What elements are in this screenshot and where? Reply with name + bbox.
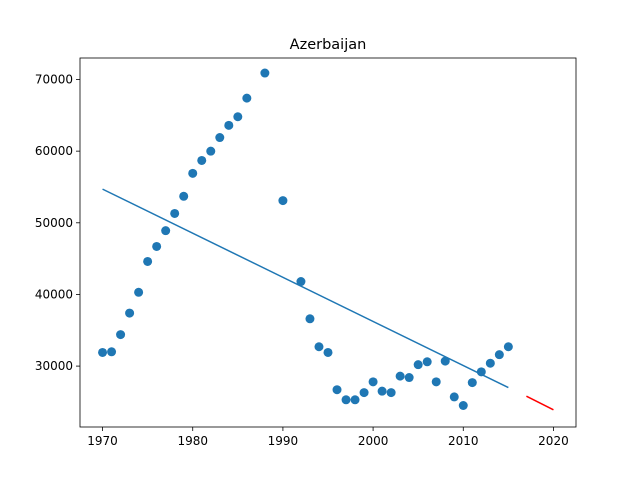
y-tick-label: 60000 xyxy=(35,144,73,158)
trend-line-layer xyxy=(102,188,554,411)
data-point xyxy=(278,196,288,206)
x-tick-label: 1970 xyxy=(87,434,118,448)
data-point xyxy=(395,371,405,381)
data-point xyxy=(449,392,459,402)
data-point xyxy=(170,208,180,218)
data-point xyxy=(143,256,153,266)
data-point xyxy=(134,287,144,297)
data-point xyxy=(377,386,387,396)
data-point xyxy=(215,133,225,143)
x-tick-label: 2000 xyxy=(358,434,389,448)
forecast-line xyxy=(526,395,554,411)
axes: 1970 1980 1990 2000 2010 2020 30000 40000 50000 6… xyxy=(35,72,569,448)
data-point xyxy=(332,385,342,395)
data-point xyxy=(125,308,135,318)
data-point xyxy=(494,350,504,360)
axes-frame xyxy=(79,57,577,428)
data-point xyxy=(161,226,171,236)
x-tick-label: 1980 xyxy=(177,434,208,448)
data-point xyxy=(476,367,486,377)
data-point xyxy=(197,155,207,165)
data-point xyxy=(386,388,396,398)
data-point xyxy=(233,112,243,122)
data-point xyxy=(260,68,270,78)
data-point xyxy=(404,373,414,383)
data-point xyxy=(368,377,378,387)
y-tick-label: 30000 xyxy=(35,359,73,373)
data-point xyxy=(152,241,162,251)
y-tick-label: 40000 xyxy=(35,287,73,301)
points-layer xyxy=(98,68,513,411)
data-point xyxy=(341,395,351,405)
data-point xyxy=(224,120,234,130)
data-point xyxy=(179,191,189,201)
data-point xyxy=(458,401,468,411)
y-tick-label: 70000 xyxy=(35,72,73,86)
data-point xyxy=(242,93,252,103)
fit-line xyxy=(102,188,509,389)
data-point xyxy=(116,330,126,340)
data-point xyxy=(305,314,315,324)
data-point xyxy=(350,395,360,405)
data-point xyxy=(431,377,441,387)
data-point xyxy=(107,347,117,357)
plot-frame xyxy=(79,57,577,428)
data-point xyxy=(413,360,423,370)
data-point xyxy=(206,146,216,156)
data-point xyxy=(296,277,306,287)
data-point xyxy=(314,342,324,352)
chart-title: Azerbaijan xyxy=(290,37,367,53)
data-point xyxy=(440,356,450,366)
data-point xyxy=(359,388,369,398)
data-point xyxy=(188,168,198,178)
data-point xyxy=(323,347,333,357)
data-point xyxy=(98,347,108,357)
data-point xyxy=(485,358,495,368)
data-point xyxy=(503,342,513,352)
x-tick-label: 1990 xyxy=(268,434,299,448)
x-tick-label: 2020 xyxy=(538,434,569,448)
data-point xyxy=(422,357,432,367)
x-tick-label: 2010 xyxy=(448,434,479,448)
y-tick-label: 50000 xyxy=(35,216,73,230)
data-point xyxy=(467,378,477,388)
